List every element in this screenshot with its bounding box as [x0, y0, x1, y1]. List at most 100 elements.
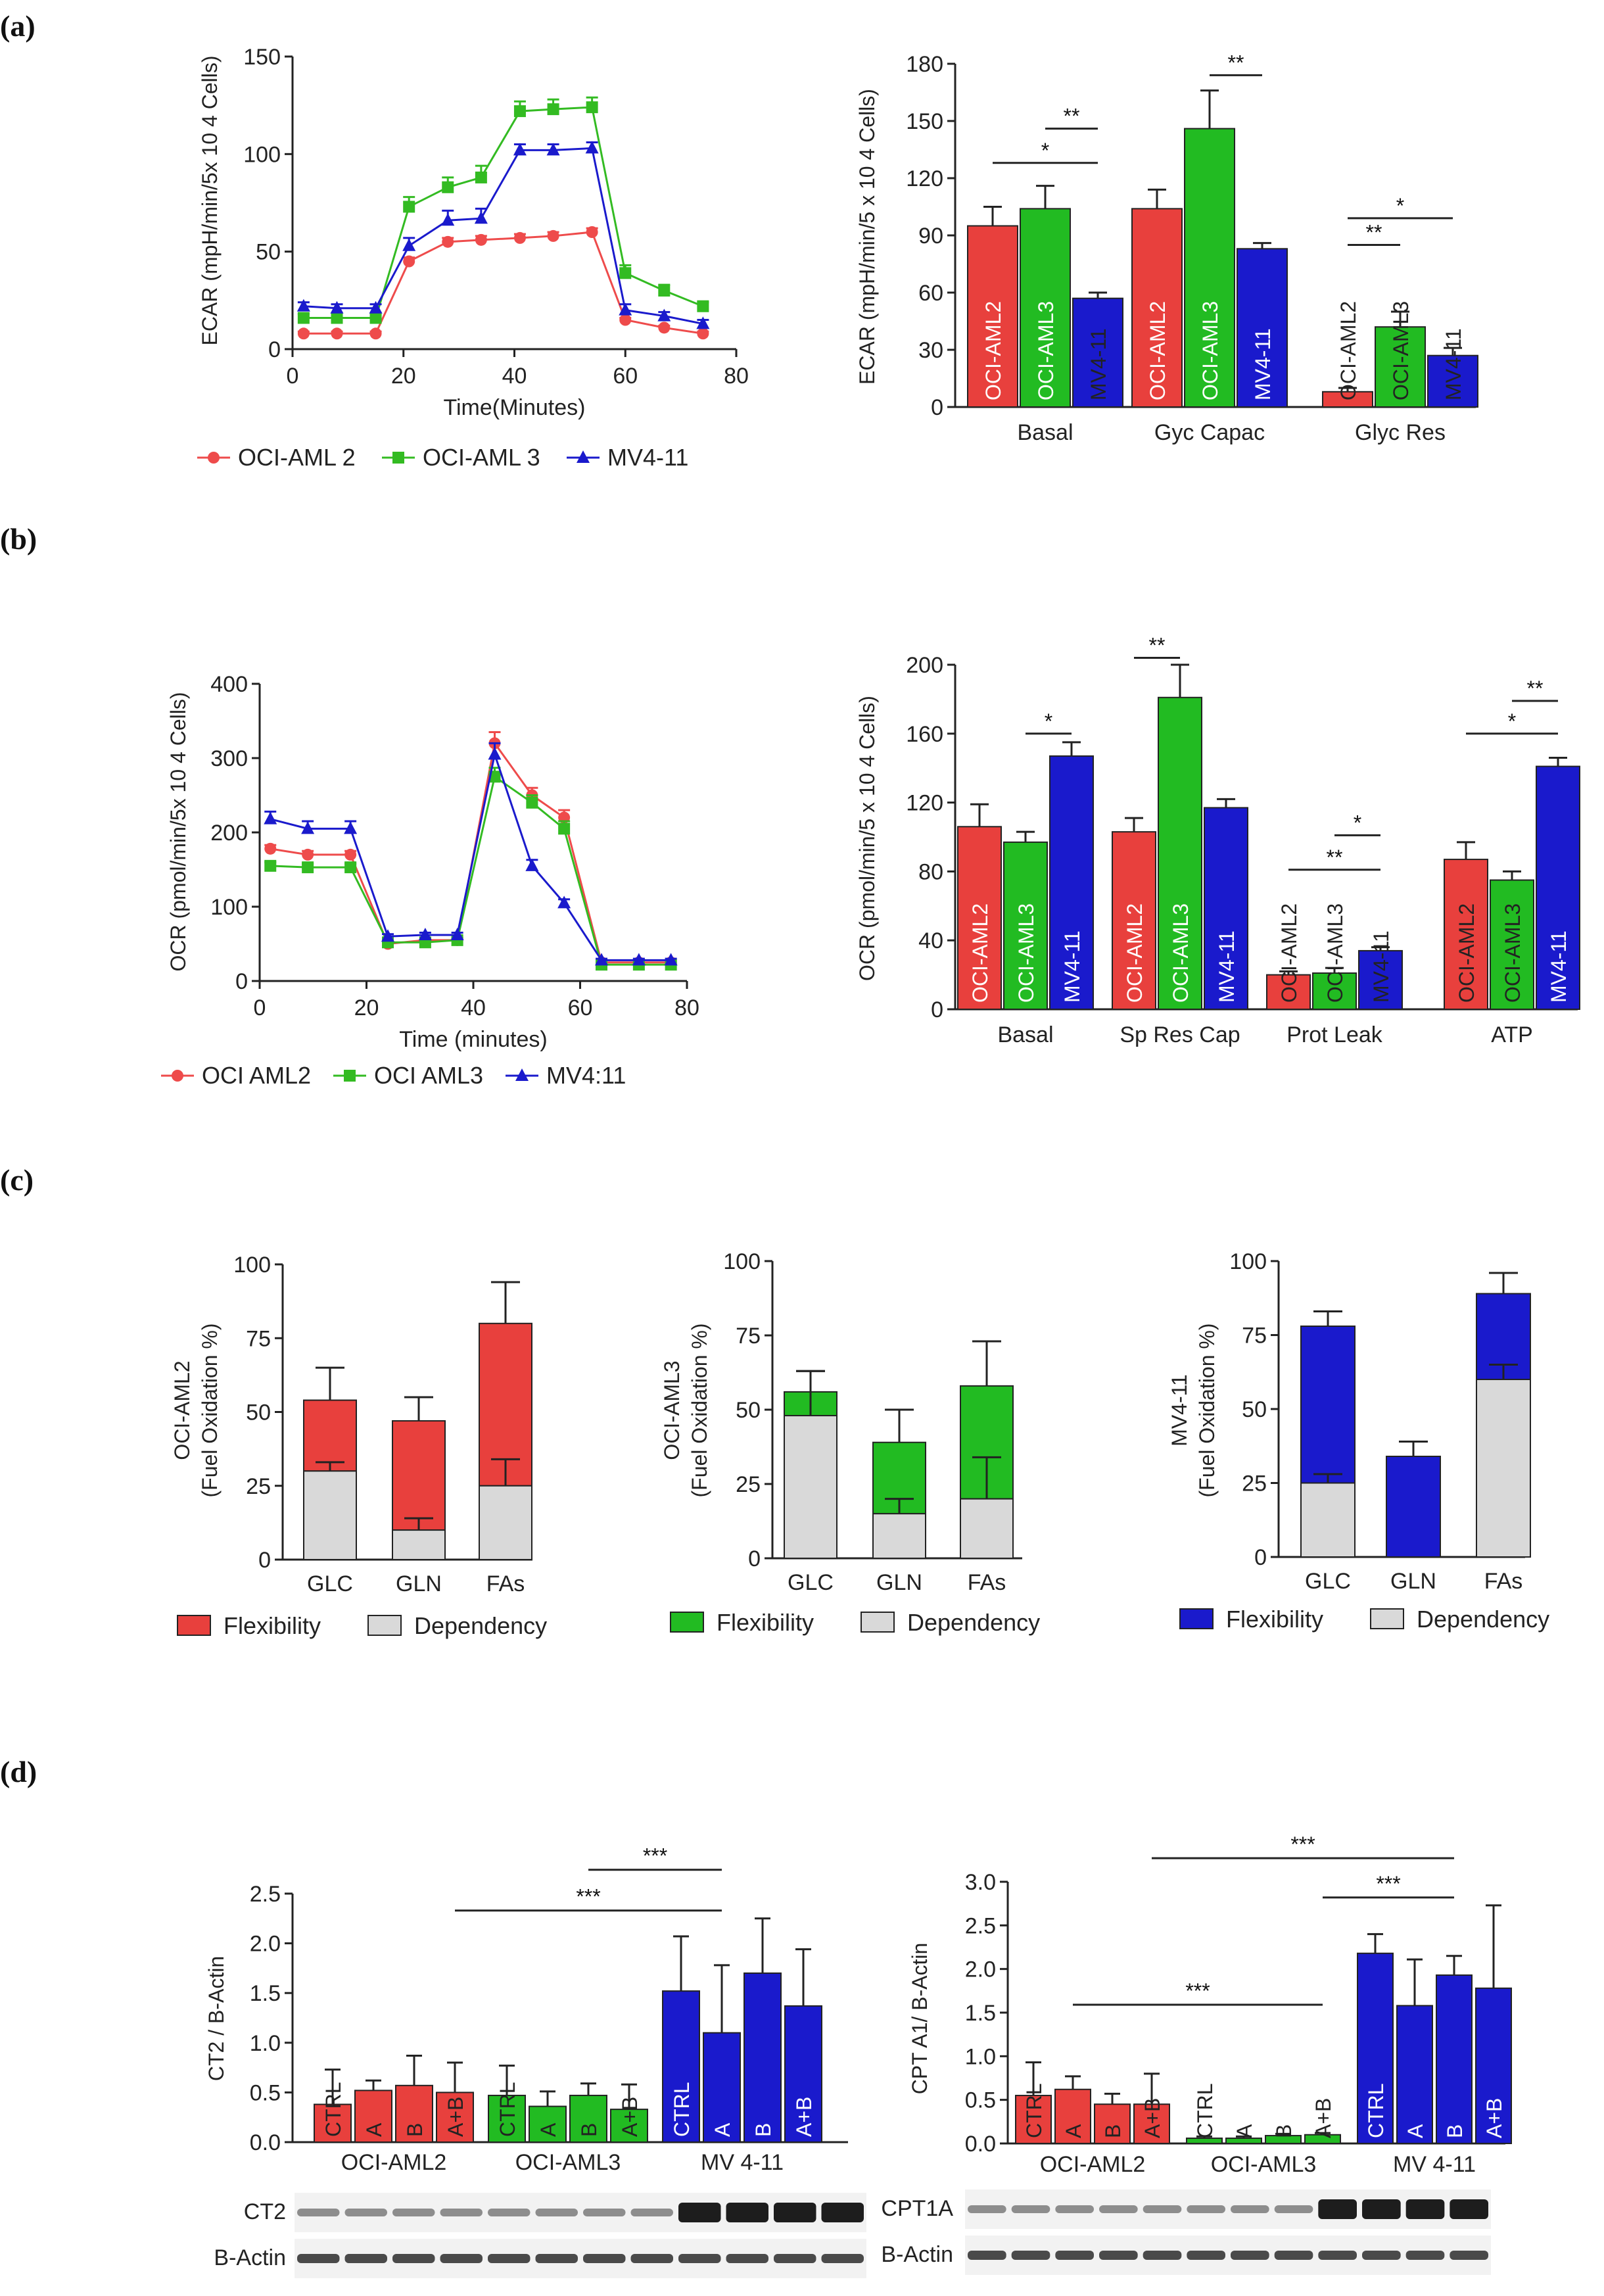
c_aml2-ytick-label: 75 — [246, 1326, 271, 1351]
c_aml2-bar-flexibility — [303, 1399, 357, 1472]
d_ct2-bar-label: CTRL — [321, 2082, 345, 2137]
a_line-xtick-label: 40 — [502, 364, 527, 389]
c_aml3-bar-dependency — [960, 1498, 1014, 1560]
d_cpt1a-bar-label: A — [1062, 2124, 1085, 2138]
b_bar-sig-label: * — [1508, 709, 1516, 733]
a_bar-category-label: Basal — [1017, 420, 1073, 445]
c_aml2-ytick-label: 25 — [246, 1474, 271, 1499]
b_bar-sig-label: ** — [1327, 846, 1343, 869]
b_bar-bar-label: MV4-11 — [1060, 930, 1084, 1003]
cpt1a-blot-band — [1405, 2251, 1445, 2260]
b_bar-bar — [1049, 755, 1094, 1010]
a_line-ytick-label: 0 — [268, 337, 281, 362]
b_line-point — [264, 811, 277, 825]
c_aml3-2-ylabel: (Fuel Oxidation %) — [688, 1324, 711, 1498]
cpt1a-blot-strip — [965, 2189, 1491, 2229]
a_line-point — [475, 233, 487, 246]
b_line-ytick-label: 100 — [210, 895, 248, 920]
a_line-axes: 0 50 100 150 — [243, 45, 736, 362]
b_bar-ylabel: OCR (pmol/min/5 x 10 4 Cells) — [855, 696, 879, 981]
d_cpt1a-ytick-label: 2.5 — [965, 1913, 996, 1938]
a_line-point — [403, 201, 415, 213]
b_line-series-line — [270, 740, 671, 964]
a_bar-sig-label: * — [1396, 194, 1404, 218]
b_bar-sig-label: * — [1354, 811, 1361, 834]
c_mv4-ytick-label: 50 — [1242, 1397, 1267, 1422]
a_bar-ytick-label: 30 — [918, 338, 943, 363]
b_bar-bar-label: OCI-AML3 — [1014, 903, 1038, 1003]
ct2-blot-band — [821, 2203, 864, 2222]
c_aml2-category-label: GLN — [396, 1571, 442, 1596]
cpt1a-blot-band — [1405, 2199, 1445, 2219]
c_mv4-ylabel: MV4-11 — [1168, 1374, 1191, 1447]
d_cpt1a-ytick-label: 0.5 — [965, 2088, 996, 2113]
d_ct2-bar-label: A — [711, 2122, 734, 2137]
b_line-point — [632, 953, 646, 966]
a_bar-bar-label: OCI-AML2 — [1146, 301, 1169, 400]
b_line-legend-label: MV4:11 — [546, 1062, 626, 1089]
b_bar-bar — [1444, 859, 1488, 1011]
a_bar-bar-label: OCI-AML3 — [1198, 301, 1222, 400]
b_line-ylabel: OCR (pmol/min/5x 10 4 Cells) — [166, 692, 190, 972]
b_line-point — [381, 929, 394, 942]
a_bar-bar — [1427, 354, 1478, 408]
ct2-blot-band — [583, 2209, 626, 2216]
cpt1a-blot-band — [1055, 2205, 1094, 2213]
a_line-point — [403, 255, 415, 268]
b_line-series-line — [270, 750, 671, 961]
b_bar-ytick-label: 160 — [906, 722, 943, 747]
d_ct2-group-label: OCI-AML2 — [341, 2150, 447, 2175]
b_line-xtick-label: 0 — [254, 995, 266, 1020]
cpt1a-blot-band — [1055, 2251, 1094, 2260]
d_ct2-bar — [743, 1972, 782, 2143]
c_aml3-legend-flexibility: Flexibility — [717, 1609, 814, 1636]
c_aml2-legend-flexibility: Flexibility — [224, 1612, 321, 1639]
ct2-blot-label: CT2 — [244, 2199, 286, 2224]
c_mv4-ytick-label: 0 — [1254, 1545, 1267, 1570]
a_line-point — [619, 302, 632, 316]
ct2-blot-band — [344, 2254, 387, 2263]
a_line-point — [296, 299, 310, 312]
a_line-point — [331, 327, 343, 340]
b_line-point — [595, 953, 608, 966]
d_cpt1a-bar — [1225, 2138, 1262, 2145]
a_line-legend-label: MV4-11 — [607, 444, 688, 471]
b_bar-bar-label: OCI-AML2 — [968, 903, 992, 1003]
c_aml3-ytick-label: 25 — [736, 1472, 761, 1497]
ct2-blot-band — [392, 2254, 435, 2263]
d_cpt1a-ylabel: CPT A1/ B-Actin — [908, 1943, 932, 2095]
a_line-point — [369, 312, 382, 324]
d_ct2-bar — [488, 2094, 526, 2143]
d_cpt1a-bar — [1436, 1974, 1473, 2145]
d_cpt1a-group-label: MV 4-11 — [1393, 2152, 1476, 2177]
d_ct2-ytick-label: 0.0 — [250, 2130, 281, 2155]
a_line-point — [513, 231, 526, 244]
a_line-point — [297, 312, 310, 324]
d_ct2-bar-label: B — [751, 2123, 775, 2137]
a_bar-ytick-label: 60 — [918, 281, 943, 306]
cpt1a-blot-band — [1274, 2251, 1313, 2260]
d_cpt1a-bar-label: CTRL — [1193, 2083, 1217, 2138]
d_cpt1a-bar — [1054, 2088, 1091, 2144]
b_bar-bar — [1490, 879, 1534, 1010]
b_bar-bar-label: OCI-AML2 — [1455, 903, 1478, 1003]
b_line-legend-point — [172, 1070, 183, 1082]
c_aml2-category-label: GLC — [307, 1571, 353, 1596]
a_bar-bar — [1375, 326, 1426, 408]
b_bar-category-label: ATP — [1491, 1022, 1533, 1047]
b_bar-ytick-label: 40 — [918, 928, 943, 953]
a_line-ylabel: ECAR (mpH/min/5x 10 4 Cells) — [198, 56, 222, 346]
a_line-point — [513, 143, 527, 156]
a_line-legend-point — [208, 452, 220, 464]
ct2-blot-band — [440, 2209, 483, 2216]
c_mv4-ytick-label: 25 — [1242, 1471, 1267, 1496]
b_line-point — [418, 927, 432, 940]
c_mv4-bar-flexibility — [1386, 1456, 1441, 1558]
cpt1a-blot-band — [968, 2205, 1006, 2213]
b_line-point — [488, 771, 501, 783]
b_bar-category-label: Prot Leak — [1286, 1022, 1383, 1047]
a_bar-ytick-label: 180 — [906, 52, 943, 77]
cpt1a-blot-band — [1099, 2251, 1138, 2260]
d_cpt1a-bar-label: A+B — [1141, 2098, 1164, 2138]
a_bar-bar-label: OCI-AML3 — [1389, 301, 1413, 400]
